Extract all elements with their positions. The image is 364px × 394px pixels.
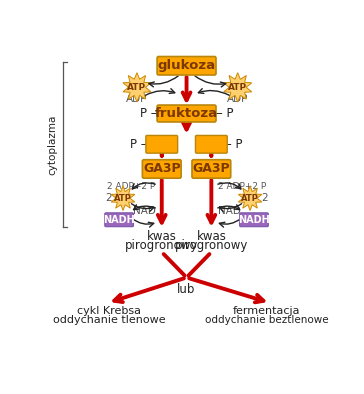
Text: — P: — P [211,107,233,120]
Text: kwas: kwas [197,230,226,243]
Polygon shape [238,186,262,210]
Text: glukoza: glukoza [158,59,215,72]
FancyBboxPatch shape [142,160,181,178]
Text: 2: 2 [106,193,112,203]
Text: ADP: ADP [126,94,148,104]
Text: 2 ADP+2 P: 2 ADP+2 P [107,182,155,191]
FancyBboxPatch shape [195,136,227,153]
Text: oddychanie tlenowe: oddychanie tlenowe [53,315,165,325]
Polygon shape [123,72,151,102]
Text: ADP: ADP [227,94,248,104]
FancyBboxPatch shape [146,136,178,153]
Text: ATP: ATP [241,194,259,203]
Text: 2: 2 [261,193,268,203]
Text: lub: lub [177,282,196,296]
Text: P —: P — [140,107,162,120]
Text: GA3P: GA3P [193,162,230,175]
Text: NAD: NAD [218,206,241,216]
Text: oddychanie beztlenowe: oddychanie beztlenowe [205,315,328,325]
FancyBboxPatch shape [240,213,268,227]
Text: cytoplazma: cytoplazma [47,115,58,175]
Text: P —: P — [130,138,153,151]
Text: cykl Krebsa: cykl Krebsa [77,306,141,316]
Text: fermentacja: fermentacja [233,306,300,316]
Polygon shape [111,186,135,210]
Text: ATP: ATP [127,83,147,92]
Text: — P: — P [220,138,243,151]
Text: kwas: kwas [147,230,177,243]
Text: NADH: NADH [103,215,135,225]
FancyBboxPatch shape [157,105,216,122]
FancyBboxPatch shape [157,56,216,75]
FancyBboxPatch shape [192,160,231,178]
Text: NADH: NADH [238,215,270,225]
Text: ATP: ATP [114,194,132,203]
Text: fruktoza: fruktoza [155,107,218,120]
Text: ATP: ATP [228,83,247,92]
Text: pirogronowy: pirogronowy [175,240,248,253]
Text: GA3P: GA3P [143,162,181,175]
FancyBboxPatch shape [105,213,134,227]
Text: NAD: NAD [132,206,155,216]
Text: 2 ADP+2 P: 2 ADP+2 P [218,182,266,191]
Text: pirogronowy: pirogronowy [125,240,198,253]
Polygon shape [224,72,252,102]
